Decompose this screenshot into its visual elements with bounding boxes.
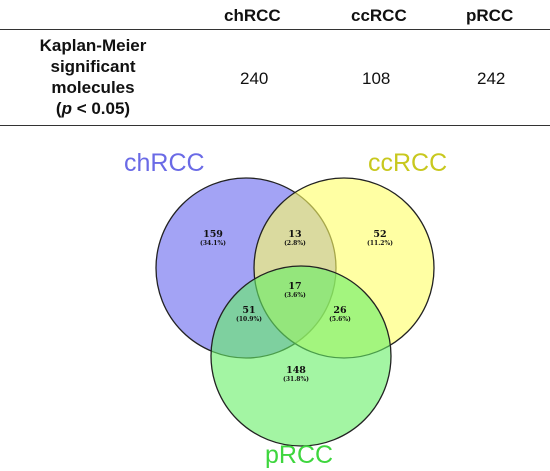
region-prcc-only: 148 (31.8%) xyxy=(283,365,309,383)
region-count: 51 xyxy=(242,305,255,316)
region-count: 148 xyxy=(286,365,306,376)
region-ccrcc-prcc: 26 (5.6%) xyxy=(329,305,351,323)
region-count: 52 xyxy=(373,229,386,240)
value-prcc: 242 xyxy=(477,69,506,88)
region-chrcc-ccrcc: 13 (2.8%) xyxy=(284,229,306,247)
row-label-line-2: significant xyxy=(50,57,136,76)
region-percent: (10.9%) xyxy=(236,316,262,323)
region-count: 159 xyxy=(203,229,223,240)
region-percent: (11.2%) xyxy=(367,240,393,247)
venn-circle-prcc xyxy=(210,265,392,447)
row-label-line-3: molecules xyxy=(51,78,135,97)
col-header-chrcc: chRCC xyxy=(224,6,281,25)
region-count: 26 xyxy=(333,305,347,316)
region-percent: (31.8%) xyxy=(283,376,309,383)
region-percent: (2.8%) xyxy=(284,240,306,247)
region-ccrcc-only: 52 (11.2%) xyxy=(367,229,393,247)
region-chrcc-only: 159 (34.1%) xyxy=(200,229,226,247)
table-rule-bottom xyxy=(0,125,550,126)
value-chrcc: 240 xyxy=(240,69,269,88)
region-count: 13 xyxy=(288,229,301,240)
region-percent: (3.6%) xyxy=(284,292,306,299)
table-rule-top xyxy=(0,29,550,30)
region-count: 17 xyxy=(288,281,301,292)
col-header-prcc: pRCC xyxy=(466,6,514,25)
row-label-paren: ( xyxy=(55,99,62,118)
row-label-p: p xyxy=(61,99,72,118)
region-percent: (5.6%) xyxy=(329,316,351,323)
venn-diagram: chRCC ccRCC pRCC 159 (34.1%) 13 (2.8%) 5… xyxy=(124,149,447,469)
value-ccrcc: 108 xyxy=(362,69,391,88)
col-header-ccrcc: ccRCC xyxy=(351,6,407,25)
row-label-threshold: < 0.05) xyxy=(71,99,131,118)
region-percent: (34.1%) xyxy=(200,240,226,247)
region-chrcc-prcc: 51 (10.9%) xyxy=(236,305,262,323)
set-label-prcc: pRCC xyxy=(265,441,333,469)
row-label: Kaplan-Meier significant molecules (p < … xyxy=(8,35,178,119)
row-label-line-1: Kaplan-Meier xyxy=(39,36,147,55)
row-label-line-4: (p < 0.05) xyxy=(8,98,178,119)
region-all-three: 17 (3.6%) xyxy=(284,281,306,299)
summary-table: chRCC ccRCC pRCC Kaplan-Meier significan… xyxy=(0,0,550,128)
set-label-chrcc: chRCC xyxy=(124,149,205,177)
set-label-ccrcc: ccRCC xyxy=(368,149,447,177)
